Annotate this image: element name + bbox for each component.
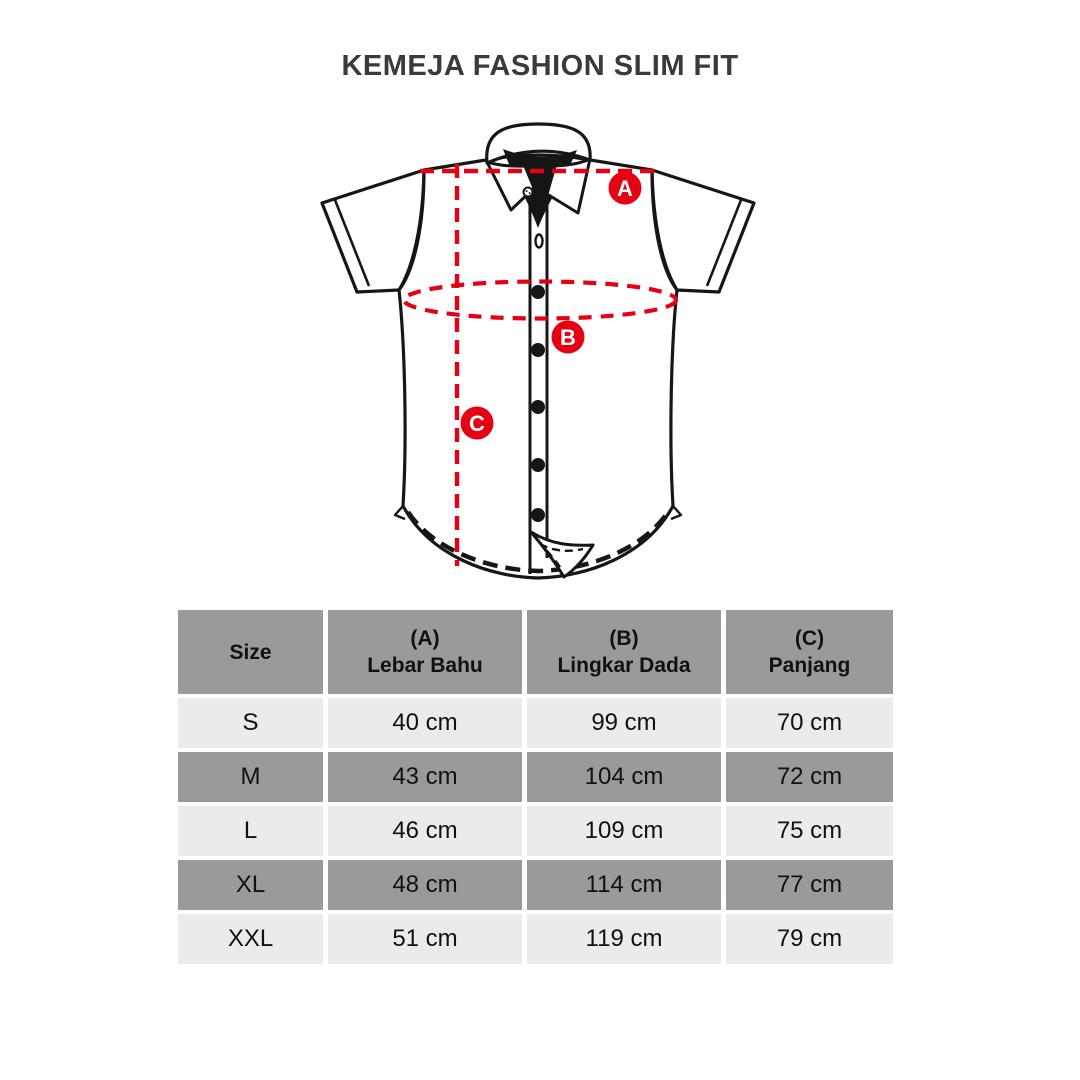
button-placket bbox=[528, 203, 549, 574]
page-title: KEMEJA FASHION SLIM FIT bbox=[341, 50, 739, 82]
row-xxl-size: XXL bbox=[178, 914, 323, 964]
row-xl-b: 114 cm bbox=[527, 860, 721, 910]
shirt-illustration: A B C bbox=[320, 122, 756, 580]
button bbox=[531, 458, 545, 472]
button bbox=[531, 508, 545, 522]
col-header-b: (B) Lingkar Dada bbox=[527, 610, 721, 694]
marker-b-label: B bbox=[560, 325, 576, 350]
button bbox=[531, 343, 545, 357]
row-l-size: L bbox=[178, 806, 323, 856]
row-xl-size: XL bbox=[178, 860, 323, 910]
row-m-size: M bbox=[178, 752, 323, 802]
marker-b-circle bbox=[551, 320, 585, 354]
row-xxl-c: 79 cm bbox=[726, 914, 893, 964]
row-s-b: 99 cm bbox=[527, 698, 721, 748]
hem-corner-left bbox=[393, 505, 406, 521]
hem-fold-flap bbox=[529, 530, 595, 579]
collar-flap-left bbox=[485, 160, 536, 212]
marker-c: C bbox=[460, 406, 494, 440]
row-s-size: S bbox=[178, 698, 323, 748]
row-xl-c: 77 cm bbox=[726, 860, 893, 910]
row-m-c: 72 cm bbox=[726, 752, 893, 802]
chest-ellipse bbox=[401, 279, 679, 321]
size-table: Size (A) Lebar Bahu (B) Lingkar Dada (C)… bbox=[178, 610, 893, 964]
row-m-a: 43 cm bbox=[328, 752, 522, 802]
shirt-body bbox=[397, 153, 679, 580]
row-s-a: 40 cm bbox=[328, 698, 522, 748]
col-header-size: Size bbox=[178, 610, 323, 694]
row-s-c: 70 cm bbox=[726, 698, 893, 748]
row-xxl-b: 119 cm bbox=[527, 914, 721, 964]
row-l-a: 46 cm bbox=[328, 806, 522, 856]
col-header-a: (A) Lebar Bahu bbox=[328, 610, 522, 694]
marker-a-label: A bbox=[617, 176, 633, 201]
row-xl-a: 48 cm bbox=[328, 860, 522, 910]
col-header-c: (C) Panjang bbox=[726, 610, 893, 694]
hem-corner-right bbox=[670, 505, 683, 521]
marker-a-circle bbox=[608, 171, 642, 205]
button bbox=[531, 285, 545, 299]
button bbox=[531, 400, 545, 414]
marker-b: B bbox=[551, 320, 585, 354]
collar-button bbox=[522, 186, 534, 198]
right-cuff-stitch bbox=[705, 199, 743, 287]
row-l-b: 109 cm bbox=[527, 806, 721, 856]
measurement-overlays: A B C bbox=[401, 164, 679, 566]
row-xxl-a: 51 cm bbox=[328, 914, 522, 964]
marker-c-label: C bbox=[469, 411, 485, 436]
left-cuff-stitch bbox=[333, 199, 371, 287]
row-m-b: 104 cm bbox=[527, 752, 721, 802]
top-button bbox=[534, 233, 544, 249]
row-l-c: 75 cm bbox=[726, 806, 893, 856]
marker-a: A bbox=[608, 171, 642, 205]
collar bbox=[485, 122, 592, 228]
marker-c-circle bbox=[460, 406, 494, 440]
hem-stitch bbox=[406, 510, 670, 574]
